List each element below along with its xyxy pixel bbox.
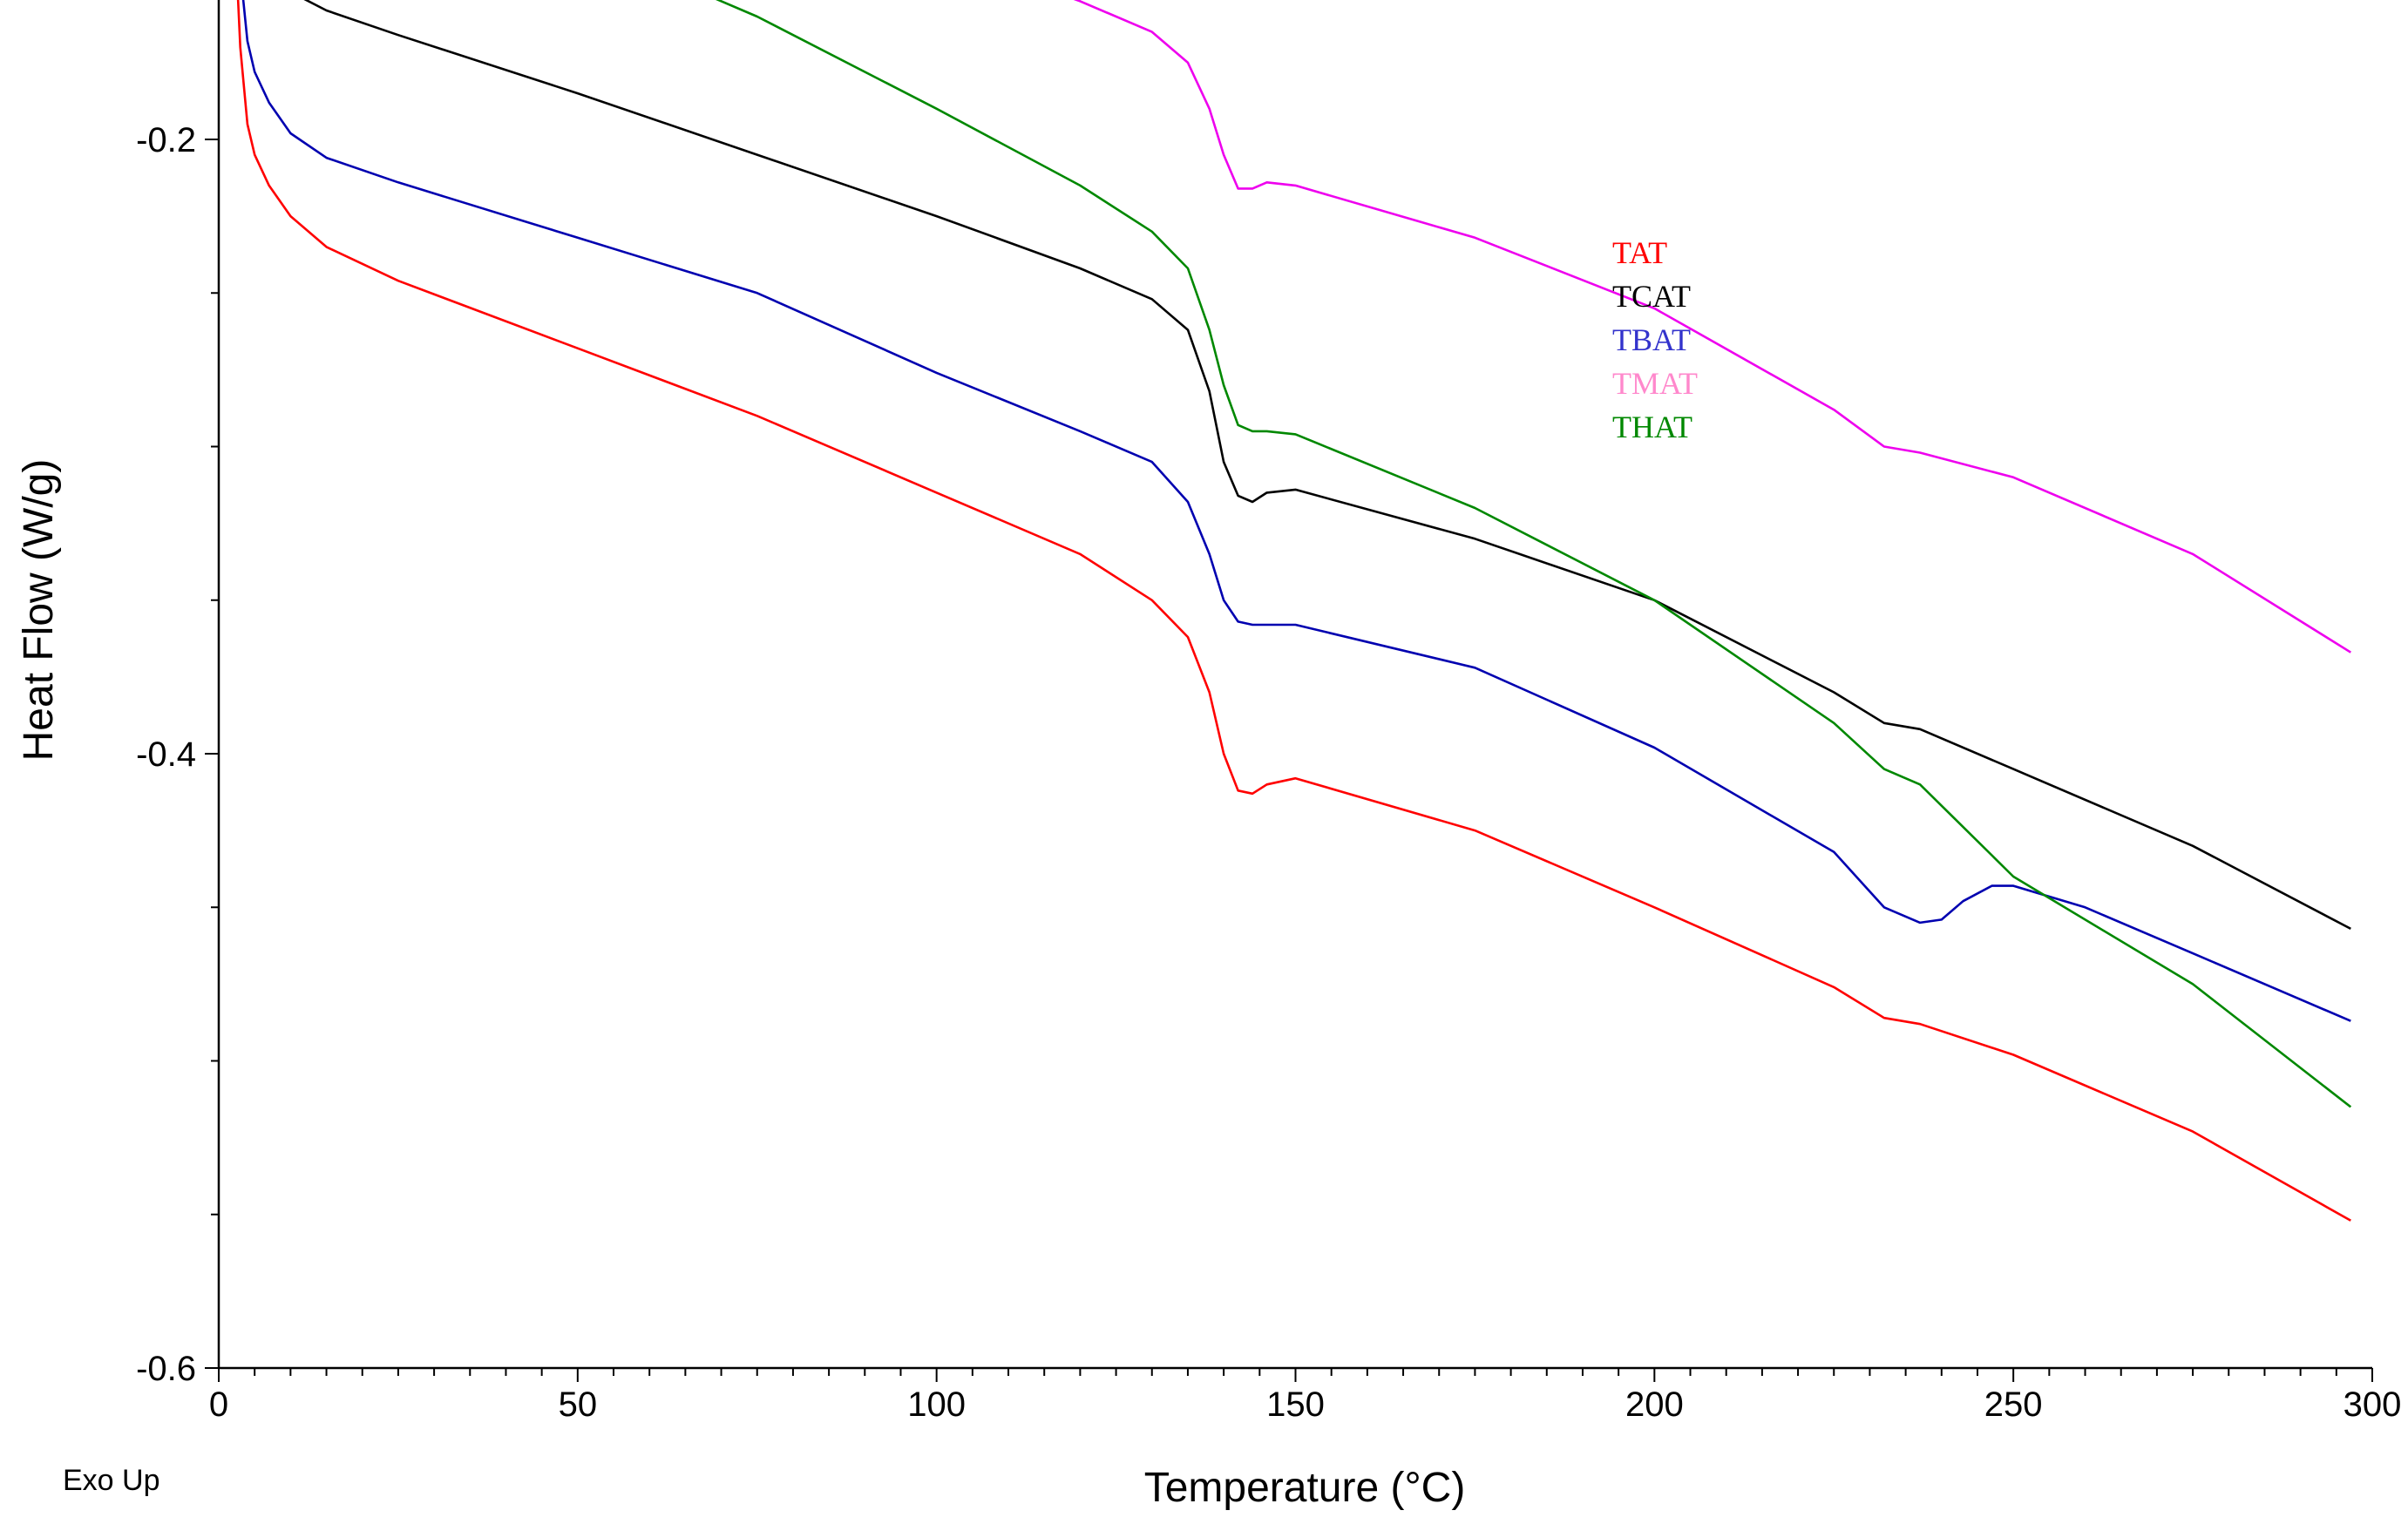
legend: TAT TCAT TBAT TMAT THAT — [1612, 235, 1698, 444]
x-tick-label: 150 — [1266, 1385, 1325, 1424]
x-tick-label: 0 — [209, 1385, 228, 1424]
series-line-tmat — [1073, 0, 2351, 654]
legend-entry-tbat: TBAT — [1612, 322, 1691, 357]
legend-entry-tat: TAT — [1612, 235, 1667, 270]
x-tick-label: 50 — [559, 1385, 598, 1424]
series-lines — [236, 0, 2352, 1222]
x-axis-ticks: 0 50 100 150 200 250 300 — [209, 1368, 2402, 1424]
y-axis-title: Heat Flow (W/g) — [16, 459, 62, 762]
y-tick-label: -0.2 — [136, 121, 196, 159]
series-line-tat — [236, 0, 2351, 1222]
y-axis-ticks: -0.6-0.4-0.20.00.2 — [136, 121, 219, 1388]
x-tick-label: 100 — [907, 1385, 966, 1424]
series-line-tcat — [303, 0, 2351, 931]
series-line-that — [716, 0, 2352, 1108]
legend-entry-tcat: TCAT — [1612, 279, 1691, 314]
x-tick-label: 300 — [2344, 1385, 2402, 1424]
legend-entry-tmat: TMAT — [1612, 366, 1698, 401]
legend-entry-that: THAT — [1612, 410, 1692, 444]
y-tick-label: -0.4 — [136, 735, 196, 774]
y-tick-label: -0.6 — [136, 1350, 196, 1388]
x-tick-label: 250 — [1984, 1385, 2043, 1424]
series-line-tbat — [241, 0, 2351, 1022]
exo-up-label: Exo Up — [63, 1464, 160, 1497]
x-axis-title: Temperature (°C) — [1144, 1465, 1466, 1511]
x-tick-label: 200 — [1625, 1385, 1684, 1424]
